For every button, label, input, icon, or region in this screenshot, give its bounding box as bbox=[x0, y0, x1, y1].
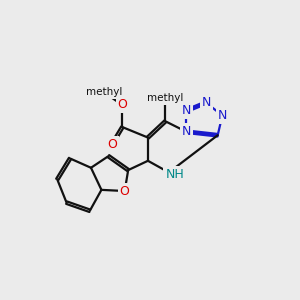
Text: N: N bbox=[218, 109, 227, 122]
Text: NH: NH bbox=[165, 168, 184, 181]
Text: N: N bbox=[182, 125, 191, 138]
Text: methyl: methyl bbox=[85, 87, 122, 97]
Text: O: O bbox=[107, 138, 117, 151]
Text: N: N bbox=[201, 96, 211, 109]
Text: O: O bbox=[120, 184, 130, 197]
Text: O: O bbox=[117, 98, 127, 112]
Text: N: N bbox=[182, 104, 191, 117]
Text: methyl: methyl bbox=[147, 93, 184, 103]
